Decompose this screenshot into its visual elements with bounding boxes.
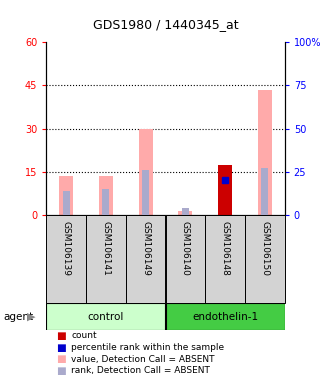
Text: control: control [88, 312, 124, 322]
Text: rank, Detection Call = ABSENT: rank, Detection Call = ABSENT [71, 366, 210, 375]
Text: GSM106140: GSM106140 [181, 221, 190, 276]
Bar [46, 303, 166, 330]
Text: ▶: ▶ [27, 312, 36, 322]
Text: percentile rank within the sample: percentile rank within the sample [71, 343, 224, 352]
Text: GSM106139: GSM106139 [62, 221, 71, 276]
Bar [258, 90, 272, 215]
Text: ■: ■ [56, 366, 66, 376]
Bar [102, 189, 110, 215]
Bar [139, 129, 153, 215]
Text: GSM106148: GSM106148 [220, 221, 230, 276]
Bar [178, 211, 192, 215]
Bar [59, 176, 73, 215]
Bar [182, 208, 189, 215]
Text: ■: ■ [56, 331, 66, 341]
Bar [63, 191, 70, 215]
Text: GSM106141: GSM106141 [101, 221, 111, 276]
Text: GSM106149: GSM106149 [141, 221, 150, 276]
Bar [166, 303, 285, 330]
Text: GSM106150: GSM106150 [260, 221, 269, 276]
Bar [261, 167, 268, 215]
Bar [166, 215, 205, 303]
Bar [218, 165, 232, 215]
Bar [142, 170, 149, 215]
Bar [126, 215, 166, 303]
Text: ■: ■ [56, 343, 66, 353]
Bar [46, 215, 86, 303]
Text: GDS1980 / 1440345_at: GDS1980 / 1440345_at [93, 18, 238, 31]
Text: ■: ■ [56, 354, 66, 364]
Bar [86, 215, 126, 303]
Text: value, Detection Call = ABSENT: value, Detection Call = ABSENT [71, 354, 215, 364]
Text: endothelin-1: endothelin-1 [192, 312, 258, 322]
Bar [205, 215, 245, 303]
Text: count: count [71, 331, 97, 341]
Bar [99, 176, 113, 215]
Bar [245, 215, 285, 303]
Text: agent: agent [3, 312, 33, 322]
